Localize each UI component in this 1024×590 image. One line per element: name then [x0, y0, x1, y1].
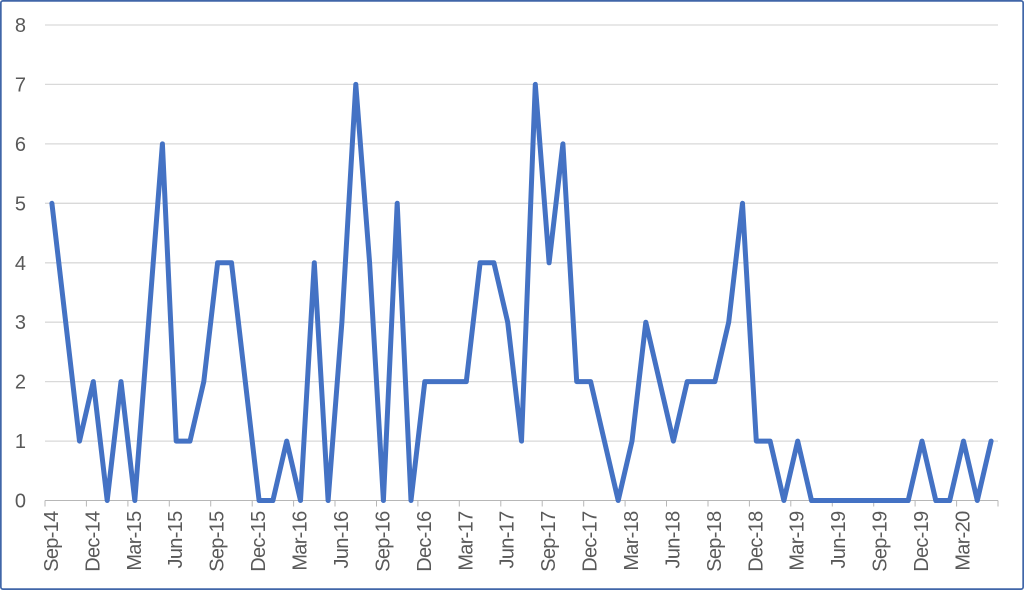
svg-text:Dec-17: Dec-17 [580, 511, 602, 572]
svg-text:Sep-15: Sep-15 [207, 511, 229, 572]
svg-text:Dec-19: Dec-19 [911, 511, 933, 572]
svg-text:Mar-20: Mar-20 [953, 511, 975, 571]
svg-text:4: 4 [15, 253, 26, 275]
svg-text:1: 1 [15, 431, 26, 453]
svg-text:2: 2 [15, 372, 26, 394]
svg-text:6: 6 [15, 134, 26, 156]
svg-text:Dec-16: Dec-16 [414, 511, 436, 572]
svg-text:Jun-16: Jun-16 [331, 511, 353, 569]
svg-text:Dec-18: Dec-18 [745, 511, 767, 572]
svg-text:Sep-18: Sep-18 [704, 511, 726, 572]
svg-text:Jun-19: Jun-19 [828, 511, 850, 569]
svg-text:Mar-17: Mar-17 [455, 511, 477, 571]
svg-text:8: 8 [15, 15, 26, 37]
svg-text:3: 3 [15, 312, 26, 334]
svg-text:Jun-15: Jun-15 [165, 511, 187, 569]
svg-text:5: 5 [15, 193, 26, 215]
svg-text:Dec-15: Dec-15 [248, 511, 270, 572]
svg-text:Jun-18: Jun-18 [662, 511, 684, 569]
svg-text:Mar-16: Mar-16 [290, 511, 312, 571]
svg-text:Sep-14: Sep-14 [41, 511, 63, 572]
svg-text:7: 7 [15, 74, 26, 96]
svg-text:Mar-15: Mar-15 [124, 511, 146, 571]
svg-text:Sep-19: Sep-19 [870, 511, 892, 572]
svg-text:Mar-19: Mar-19 [787, 511, 809, 571]
svg-text:0: 0 [15, 491, 26, 513]
svg-text:Mar-18: Mar-18 [621, 511, 643, 571]
svg-text:Dec-14: Dec-14 [82, 511, 104, 572]
svg-text:Sep-16: Sep-16 [372, 511, 394, 572]
svg-text:Sep-17: Sep-17 [538, 511, 560, 572]
svg-text:Jun-17: Jun-17 [497, 511, 519, 569]
